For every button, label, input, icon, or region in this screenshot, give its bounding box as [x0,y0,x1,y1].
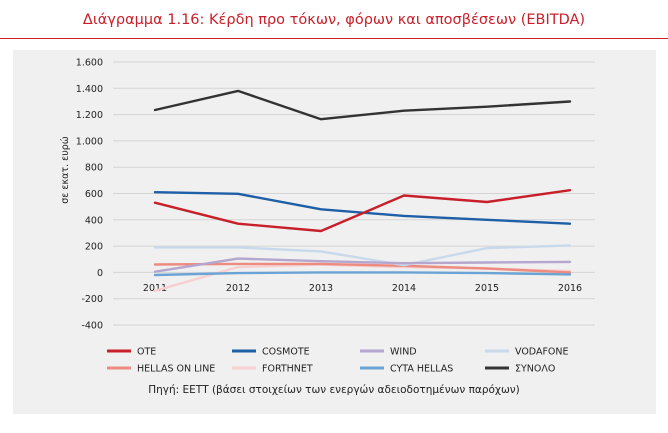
series-line-ote [153,188,572,233]
legend-label: COSMOTE [262,347,310,358]
y-tick-label: -200 [81,294,103,305]
y-tick-label: -400 [81,321,103,332]
x-tick-label: 2015 [475,283,499,294]
legend-label: VODAFONE [515,347,569,358]
y-tick-label: 400 [85,215,103,226]
legend: OTE COSMOTE WIND VODAFONE HELLAS ON LINE FORT… [107,347,569,375]
x-tick-label: 2016 [558,283,582,294]
x-tick-labels: 2011 2012 2013 2014 2015 2016 [143,283,582,294]
legend-label: ΣΥΝΟΛΟ [515,364,555,375]
source-note: Πηγή: ΕΕΤΤ (βάσει στοιχείων των ενεργών … [148,384,520,396]
y-tick-label: 800 [85,163,103,174]
series-line-wind [153,257,572,273]
chart-panel [13,50,656,414]
y-tick-label: 1.600 [76,58,103,69]
y-tick-label: 1.200 [76,110,103,121]
y-tick-labels: -400 -200 0 200 400 600 800 1.000 1.200 1.400 1.60… [76,58,103,332]
y-tick-label: 600 [85,189,103,200]
legend-label: OTE [137,347,156,358]
series-line-hellas-on-line [153,262,572,274]
series-line-vodafone [153,244,572,267]
y-tick-label: 200 [85,242,103,253]
x-tick-label: 2011 [143,283,167,294]
legend-label: HELLAS ON LINE [137,364,215,375]
x-tick-label: 2012 [226,283,250,294]
y-tick-label: 0 [97,268,103,279]
legend-label: FORTHNET [262,364,313,375]
title-rule [0,38,668,39]
y-tick-label: 1.000 [76,136,103,147]
chart-title: Διάγραμμα 1.16: Κέρδη προ τόκων, φόρων κ… [82,12,586,28]
x-tick-label: 2013 [309,283,333,294]
series-lines [153,89,572,292]
y-tick-label: 1.400 [76,84,103,95]
y-axis-label: σε εκατ. ευρώ [60,136,71,204]
series-line-συνολο [153,89,572,121]
x-tick-label: 2014 [392,283,416,294]
legend-label: WIND [390,347,417,358]
series-line-cyta-hellas [153,271,572,277]
legend-label: CYTA HELLAS [390,364,453,375]
